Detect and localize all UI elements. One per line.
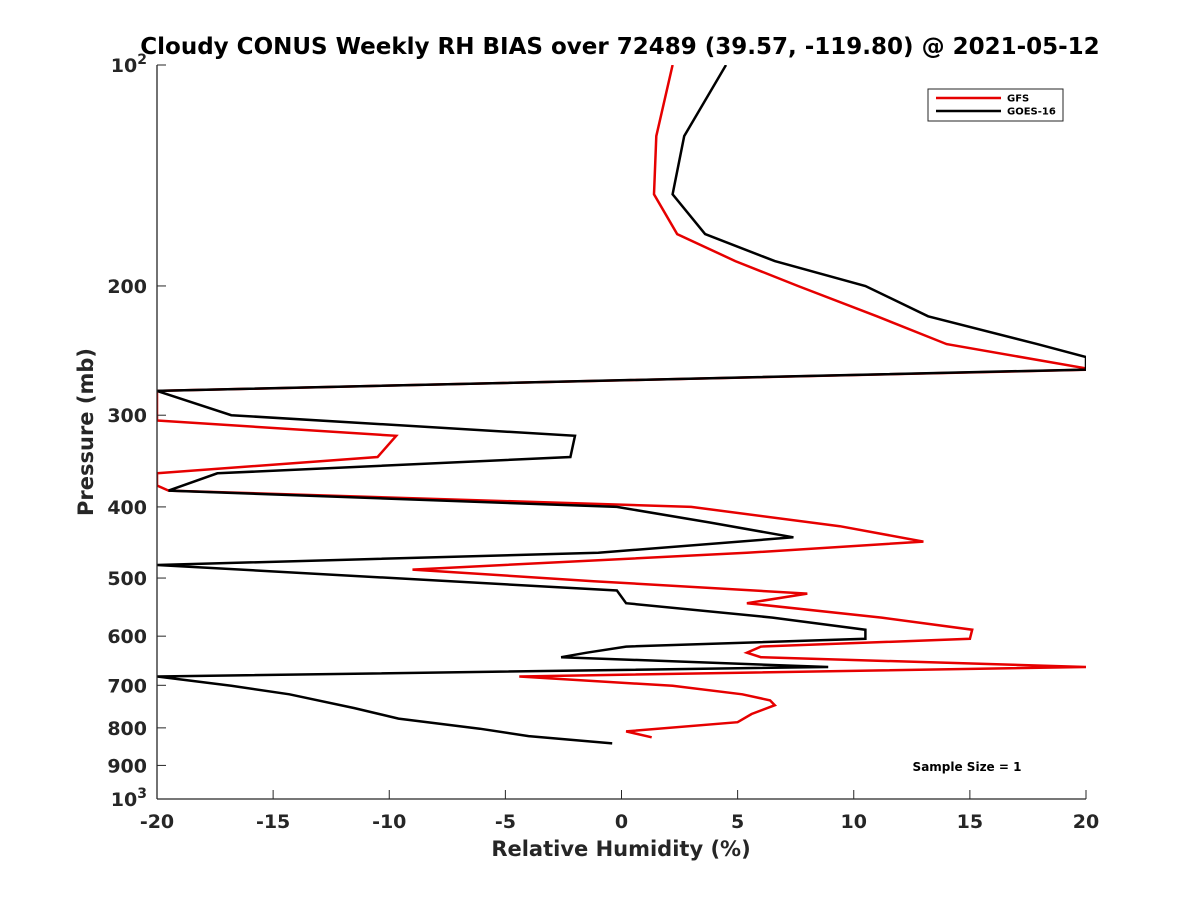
legend: GFS GOES-16 <box>927 88 1064 122</box>
y-tick-label: 200 <box>107 276 147 298</box>
x-tick-label: -15 <box>256 811 290 833</box>
legend-label-goes16: GOES-16 <box>1007 107 1056 118</box>
x-tick-label: -20 <box>140 811 174 833</box>
x-tick-label: 20 <box>1073 811 1099 833</box>
y-tick-label: 103 <box>111 786 147 811</box>
sample-size-note: Sample Size = 1 <box>913 760 1022 774</box>
series-line-gfs <box>157 65 1086 739</box>
y-tick-label: 700 <box>107 675 147 697</box>
x-tick-label: 15 <box>957 811 983 833</box>
y-tick-label: 600 <box>107 626 147 648</box>
x-axis-label: Relative Humidity (%) <box>491 837 750 861</box>
x-tick-label: 10 <box>841 811 867 833</box>
series-line-goes16 <box>157 65 1086 745</box>
x-ticks: -20 -15 -10 -5 0 5 10 15 20 <box>140 790 1099 833</box>
series-layer <box>157 65 1086 745</box>
x-tick-label: -5 <box>495 811 516 833</box>
legend-label-gfs: GFS <box>1007 94 1029 105</box>
y-tick-label: 102 <box>111 52 147 77</box>
y-tick-label: 400 <box>107 497 147 519</box>
x-tick-label: 5 <box>731 811 744 833</box>
y-tick-label: 900 <box>107 755 147 777</box>
y-ticks: 102 200 300 400 500 600 700 800 900 103 <box>107 52 166 811</box>
y-tick-label: 800 <box>107 718 147 740</box>
y-tick-label: 300 <box>107 405 147 427</box>
x-tick-label: -10 <box>372 811 406 833</box>
plot-area <box>157 65 1086 799</box>
x-tick-label: 0 <box>615 811 628 833</box>
y-axis-label: Pressure (mb) <box>74 348 98 516</box>
y-tick-label: 500 <box>107 568 147 590</box>
chart-title: Cloudy CONUS Weekly RH BIAS over 72489 (… <box>140 34 1099 60</box>
legend-box <box>927 88 1064 122</box>
